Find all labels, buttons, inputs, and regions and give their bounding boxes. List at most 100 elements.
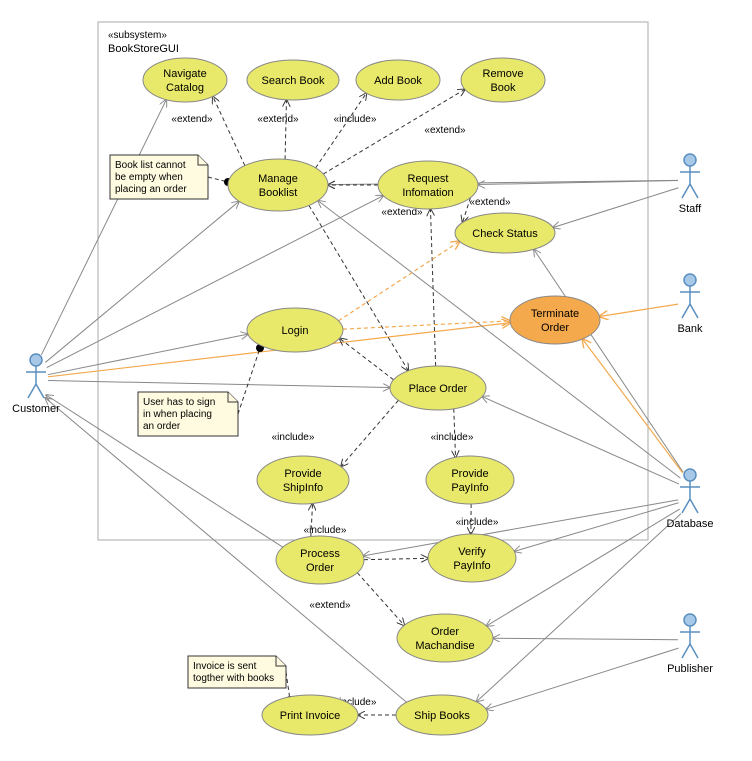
svg-text:be empty when: be empty when [115, 172, 183, 183]
usecase-login: Login [247, 308, 343, 352]
svg-text:Book: Book [490, 82, 516, 94]
svg-text:Provide: Provide [284, 468, 321, 480]
svg-text:Print Invoice: Print Invoice [280, 710, 341, 722]
svg-text:Navigate: Navigate [163, 68, 206, 80]
usecase-addbook: Add Book [356, 60, 440, 100]
usecase-managebl: ManageBooklist [228, 159, 328, 211]
svg-text:Catalog: Catalog [166, 82, 204, 94]
actor-database: Database [666, 469, 713, 530]
dependency [339, 338, 393, 379]
svg-text:Order: Order [431, 626, 459, 638]
usecase-printinv: Print Invoice [262, 695, 358, 735]
svg-text:Order: Order [541, 322, 569, 334]
svg-text:Staff: Staff [679, 203, 702, 215]
association [486, 509, 679, 626]
association [41, 100, 166, 355]
association [45, 201, 239, 362]
association [476, 514, 681, 702]
svg-text:Invoice is sent: Invoice is sent [193, 661, 257, 672]
svg-text:Order: Order [306, 562, 334, 574]
svg-text:Book list cannot: Book list cannot [115, 160, 186, 171]
actor-staff: Staff [679, 154, 702, 215]
association [486, 648, 678, 709]
svg-text:«include»: «include» [334, 114, 377, 125]
svg-text:an order: an order [143, 421, 181, 432]
usecase-verify: Verify PayInfo [428, 534, 516, 582]
svg-text:in when placing: in when placing [143, 409, 212, 420]
usecase-terminate: Terminate Order [510, 296, 600, 344]
svg-text:ShipInfo: ShipInfo [283, 482, 323, 494]
association [482, 397, 679, 484]
association [48, 381, 390, 388]
actor-customer: Customer [12, 354, 60, 415]
svg-text:PayInfo: PayInfo [453, 560, 490, 572]
association [534, 249, 683, 472]
svg-text:Publisher: Publisher [667, 663, 713, 675]
svg-text:«include»: «include» [431, 432, 474, 443]
dependency [357, 573, 404, 626]
svg-text:«extend»: «extend» [309, 600, 351, 611]
association [553, 188, 678, 228]
svg-text:PayInfo: PayInfo [451, 482, 488, 494]
actor-publisher: Publisher [667, 614, 713, 675]
svg-text:«extend»: «extend» [424, 125, 466, 136]
svg-text:Login: Login [282, 325, 309, 337]
svg-text:Process: Process [300, 548, 340, 560]
svg-text:«extend»: «extend» [469, 197, 511, 208]
usecase-ordermach: Order Machandise [397, 614, 493, 662]
svg-text:Bank: Bank [677, 323, 703, 335]
association [363, 500, 678, 556]
svg-text:Database: Database [666, 518, 713, 530]
svg-text:Add Book: Add Book [374, 75, 422, 87]
use-case-diagram: «subsystem» BookStoreGUI «extend» «extend» «… [0, 0, 752, 761]
usecase-navigate: Navigate Catalog [143, 58, 227, 102]
svg-text:«include»: «include» [304, 525, 347, 536]
svg-text:Verify: Verify [458, 546, 486, 558]
svg-text:Customer: Customer [12, 403, 60, 415]
constraint-note: Book list cannotbe empty whenplacing an … [110, 155, 232, 199]
usecase-shipbooks: Ship Books [396, 695, 488, 735]
svg-text:Remove: Remove [483, 68, 524, 80]
svg-text:placing an order: placing an order [115, 184, 187, 195]
dependency [364, 558, 428, 559]
svg-text:Search Book: Search Book [262, 75, 325, 87]
svg-text:«include»: «include» [272, 432, 315, 443]
usecase-process: Process Order [276, 536, 364, 584]
association [582, 339, 682, 473]
usecase-provpay: Provide PayInfo [426, 456, 514, 504]
dependency [341, 400, 398, 466]
usecase-provship: Provide ShipInfo [257, 456, 349, 504]
dependency [213, 96, 245, 165]
association [514, 503, 678, 552]
usecase-checkstat: Check Status [455, 213, 555, 253]
svg-text:Request: Request [408, 173, 449, 185]
svg-text:User has to sign: User has to sign [143, 397, 215, 408]
svg-text:«include»: «include» [456, 517, 499, 528]
usecase-placeorder: Place Order [390, 366, 486, 410]
association [493, 638, 678, 640]
svg-text:BookStoreGUI: BookStoreGUI [108, 43, 179, 55]
svg-text:Terminate: Terminate [531, 308, 579, 320]
svg-text:Check Status: Check Status [472, 228, 538, 240]
constraint-note: Invoice is senttogther with books [188, 656, 294, 704]
svg-text:«subsystem»: «subsystem» [108, 30, 167, 41]
svg-text:Place Order: Place Order [409, 383, 468, 395]
svg-text:Machandise: Machandise [415, 640, 474, 652]
constraint-note: User has to signin when placingan order [138, 344, 264, 436]
svg-text:togther with books: togther with books [193, 673, 274, 684]
svg-text:Manage: Manage [258, 173, 298, 185]
svg-text:«extend»: «extend» [171, 114, 213, 125]
svg-text:«extend»: «extend» [257, 114, 299, 125]
usecase-remove: Remove Book [461, 58, 545, 102]
svg-text:Provide: Provide [451, 468, 488, 480]
dependency [339, 241, 460, 320]
actor-bank: Bank [677, 274, 703, 335]
association [48, 334, 248, 375]
usecase-search: Search Book [247, 60, 339, 100]
usecase-reqinfo: Request Infomation [378, 161, 478, 209]
dependency [285, 100, 286, 159]
association [600, 304, 679, 316]
svg-text:Ship Books: Ship Books [414, 710, 470, 722]
dependency [316, 93, 367, 168]
svg-text:Infomation: Infomation [402, 187, 453, 199]
